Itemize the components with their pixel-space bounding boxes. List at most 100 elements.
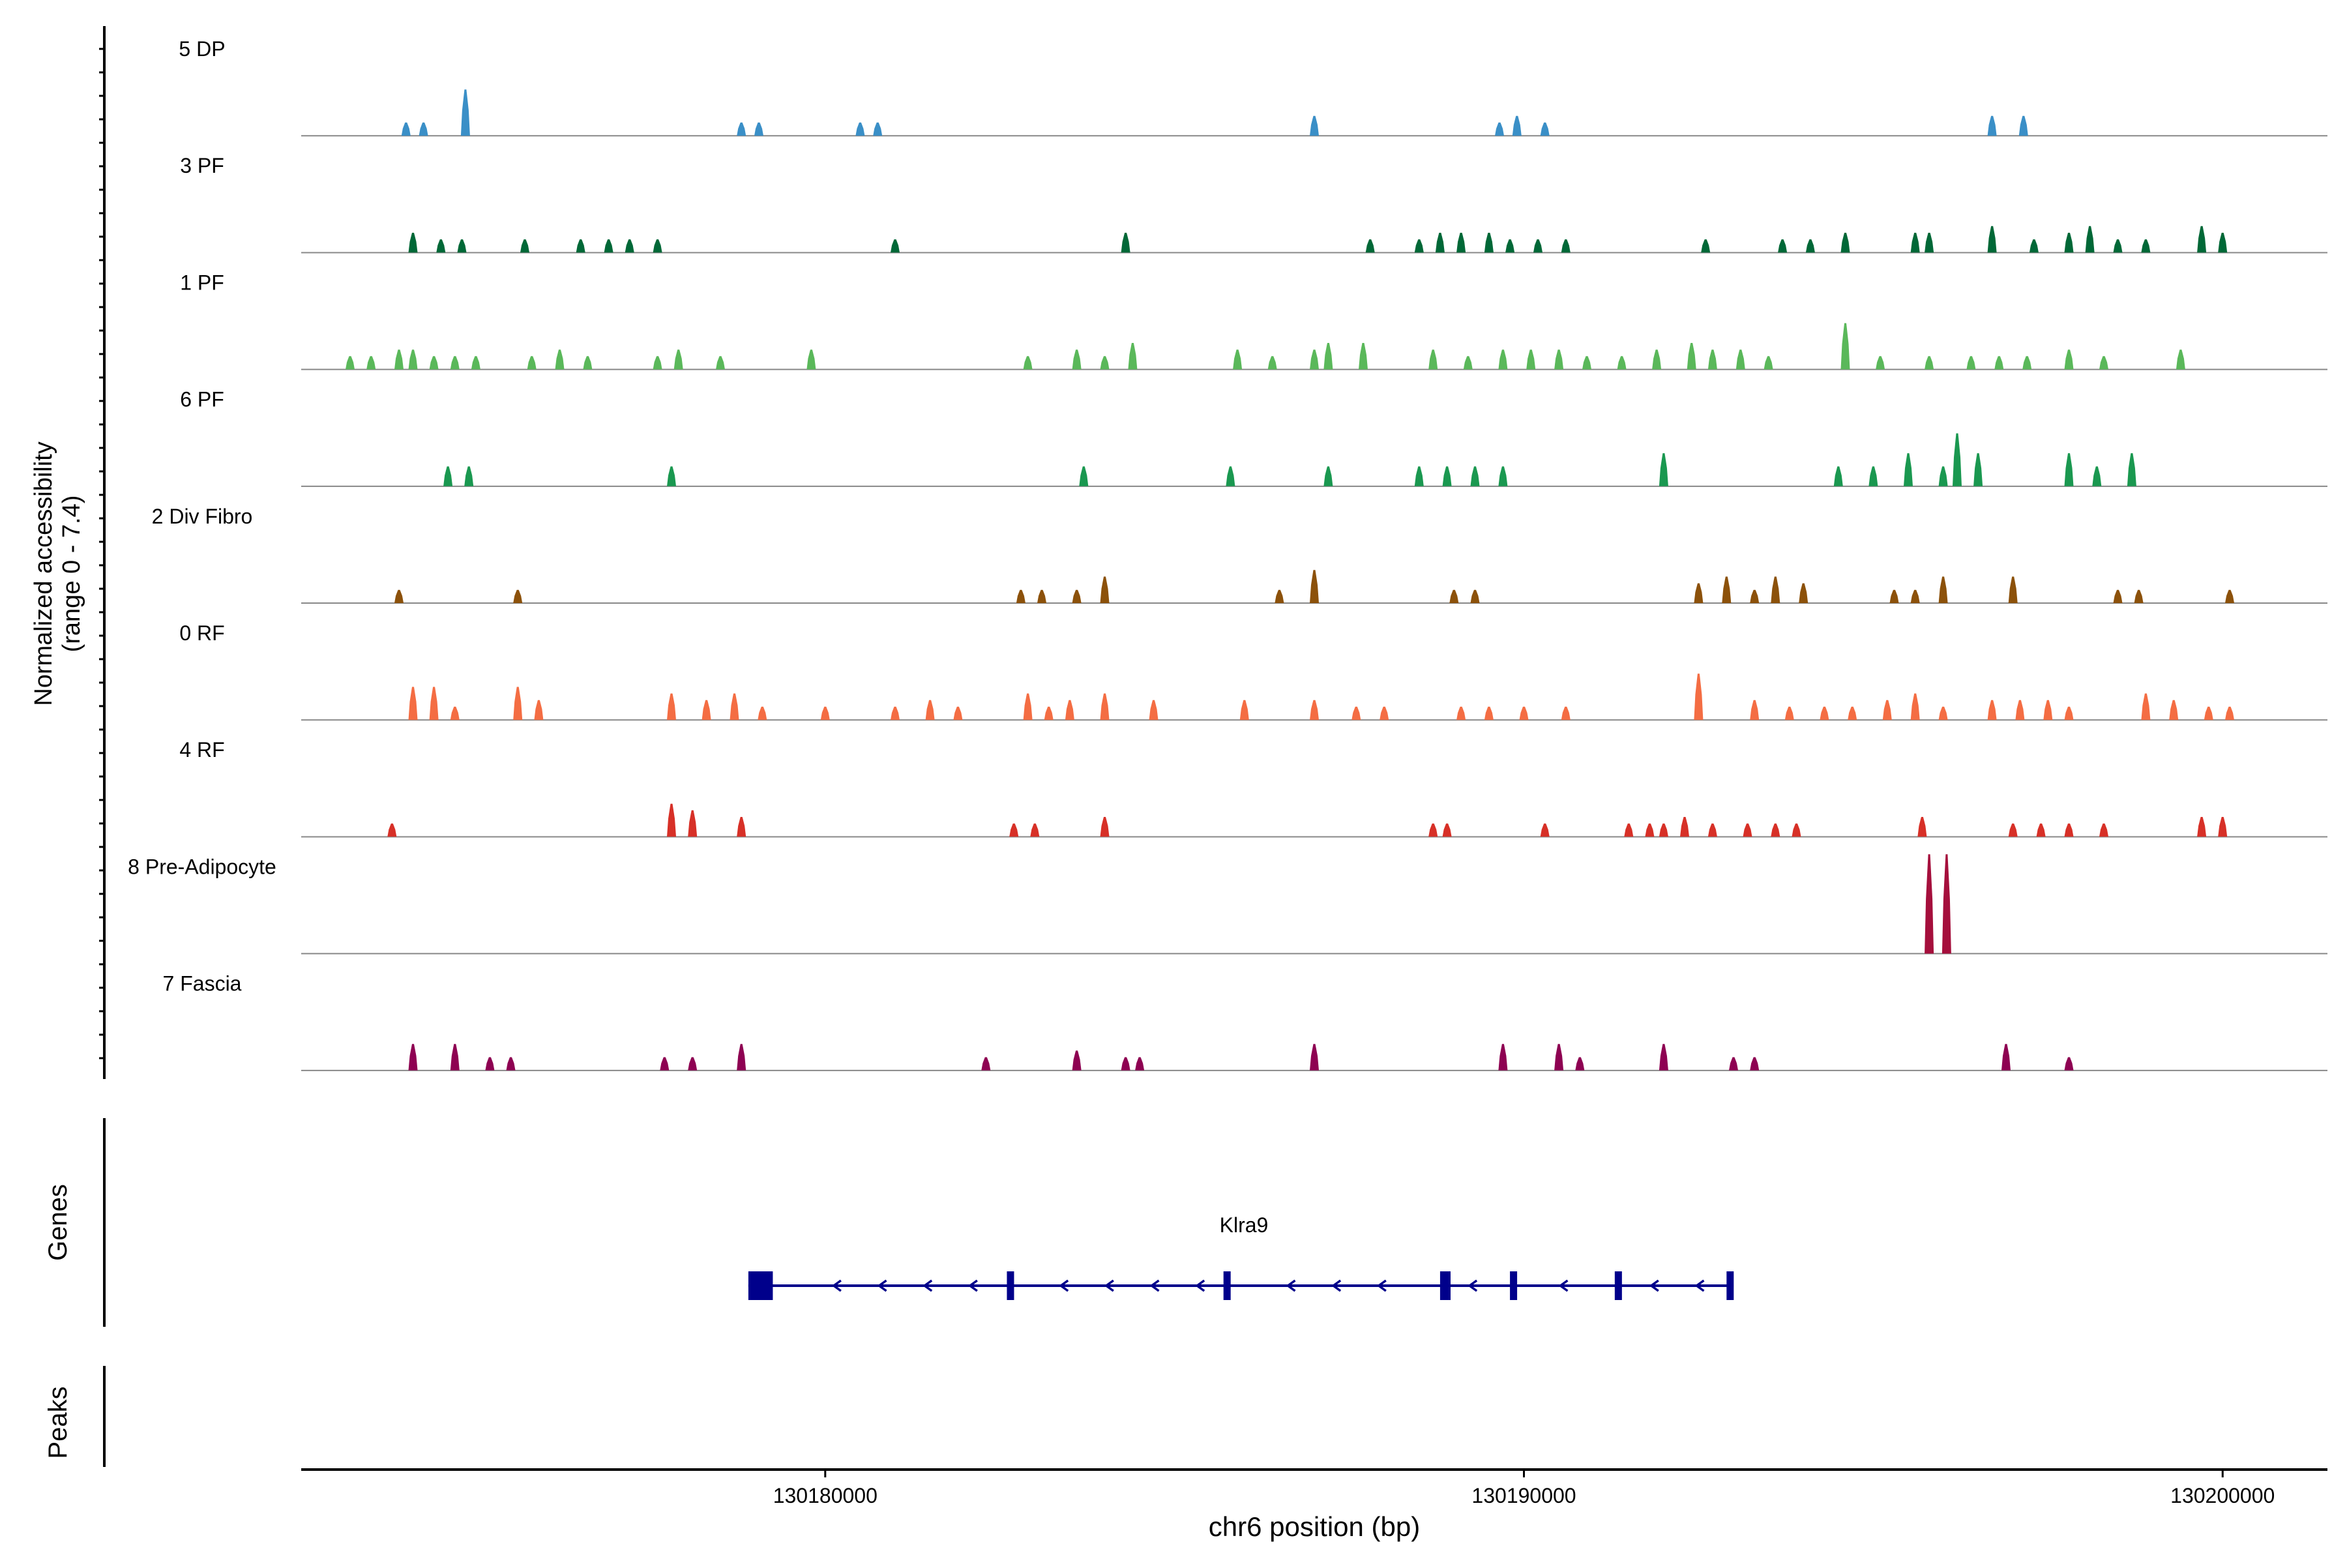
coverage-peak <box>1428 349 1438 370</box>
coverage-peak <box>429 687 439 720</box>
coverage-peak <box>1659 823 1668 837</box>
coverage-peak <box>460 89 470 136</box>
coverage-peak <box>1100 576 1110 603</box>
gene-exon <box>1223 1271 1231 1300</box>
peaks-panel: Peaks <box>44 1366 106 1467</box>
gene-strand-arrow <box>1149 1279 1160 1292</box>
coverage-peak <box>1484 706 1494 720</box>
coverage-peak <box>1833 466 1843 486</box>
coverage-peak <box>1764 356 1773 370</box>
gene-exon <box>1726 1271 1734 1300</box>
coverage-peak <box>1554 1044 1564 1071</box>
coverage-peak <box>555 349 565 370</box>
coverage-peak <box>1820 706 1829 720</box>
coverage-peak <box>534 700 544 720</box>
track-1-pf: 1 PF <box>180 271 2327 370</box>
coverage-peak <box>1121 233 1130 253</box>
coverage-peak <box>1009 823 1019 837</box>
gene-strand-arrow <box>1331 1279 1342 1292</box>
coverage-peak <box>1470 589 1480 603</box>
coverage-peak <box>1868 466 1878 486</box>
coverage-peak <box>1987 700 1997 720</box>
coverage-peak <box>1624 823 1634 837</box>
genes-panel: Genes Klra9 <box>44 1118 1734 1327</box>
coverage-peak <box>429 356 439 370</box>
coverage-peak <box>1323 343 1333 370</box>
coverage-peak <box>1442 466 1452 486</box>
coverage-peak <box>2085 226 2095 253</box>
coverage-peak <box>1135 1057 1145 1071</box>
coverage-peak <box>1735 349 1745 370</box>
y-axis <box>99 26 106 1079</box>
coverage-peak <box>1694 673 1704 720</box>
gene-strand-arrow <box>1694 1279 1705 1292</box>
coverage-peak <box>1498 466 1508 486</box>
x-axis: 130180000 130190000 130200000 <box>301 1468 2327 1507</box>
coverage-peak <box>2022 356 2032 370</box>
coverage-peak <box>1554 349 1564 370</box>
coverage-peak <box>1456 706 1466 720</box>
coverage-peak <box>1380 706 1389 720</box>
coverage-peak <box>891 706 900 720</box>
coverage-peak <box>873 122 883 136</box>
x-axis-label: chr6 position (bp) <box>1209 1511 1421 1542</box>
coverage-peak <box>2064 1057 2074 1071</box>
coverage-peak <box>925 700 935 720</box>
coverage-peak <box>1805 239 1815 253</box>
coverage-peak <box>1925 854 1934 954</box>
coverage-peak <box>1771 576 1780 603</box>
y-axis-label: Normalized accessibility <box>30 441 57 705</box>
coverage-peak <box>513 687 523 720</box>
coverage-peak <box>1910 693 1920 720</box>
coverage-peak <box>1310 1044 1319 1071</box>
coverage-peak <box>1428 823 1438 837</box>
coverage-peak <box>2134 589 2144 603</box>
coverage-peak <box>1072 589 1082 603</box>
coverage-peak <box>2099 356 2108 370</box>
coverage-peak <box>1729 1057 1738 1071</box>
coverage-peak <box>1442 823 1452 837</box>
coverage-peak <box>667 693 676 720</box>
gene-strand-arrow <box>831 1279 842 1292</box>
coverage-peak <box>408 687 418 720</box>
gene-strand-arrow <box>1195 1279 1205 1292</box>
coverage-peak <box>506 1057 516 1071</box>
coverage-peak <box>1792 823 1801 837</box>
coverage-peak <box>1925 233 1934 253</box>
coverage-peak <box>737 122 746 136</box>
coverage-peak <box>730 693 739 720</box>
coverage-peak <box>1463 356 1473 370</box>
coverage-peak <box>1037 589 1046 603</box>
track-label: 1 PF <box>180 271 224 294</box>
coverage-peak <box>1526 349 1536 370</box>
track-label: 6 PF <box>180 388 224 411</box>
coverage-peak <box>1840 233 1850 253</box>
coverage-peak <box>953 706 963 720</box>
coverage-peak <box>1617 356 1627 370</box>
track-8-pre-adipocyte: 8 Pre-Adipocyte <box>128 854 2327 954</box>
coverage-peak <box>1966 356 1976 370</box>
gene-exon <box>1007 1271 1014 1300</box>
coverage-peak <box>1938 576 1948 603</box>
coverage-peak <box>653 356 662 370</box>
coverage-peak <box>1973 453 1983 486</box>
coverage-peak <box>1994 356 2004 370</box>
coverage-peak <box>1840 323 1850 370</box>
coverage-peak <box>1310 349 1319 370</box>
coverage-peak <box>2092 466 2102 486</box>
coverage-peak <box>346 356 355 370</box>
coverage-peak <box>1582 356 1591 370</box>
coverage-peak <box>2218 233 2228 253</box>
track-4-rf: 4 RF <box>179 738 2327 838</box>
coverage-peak <box>1575 1057 1585 1071</box>
coverage-peak <box>2015 700 2025 720</box>
coverage-peak <box>2064 233 2074 253</box>
track-7-fascia: 7 Fascia <box>163 972 2327 1071</box>
coverage-peak <box>457 239 467 253</box>
coverage-peak <box>701 700 711 720</box>
coverage-peak <box>1023 693 1033 720</box>
coverage-peak <box>1519 706 1529 720</box>
coverage-peak <box>1323 466 1333 486</box>
gene-strand-arrow <box>1468 1279 1478 1292</box>
coverage-peak <box>450 706 460 720</box>
